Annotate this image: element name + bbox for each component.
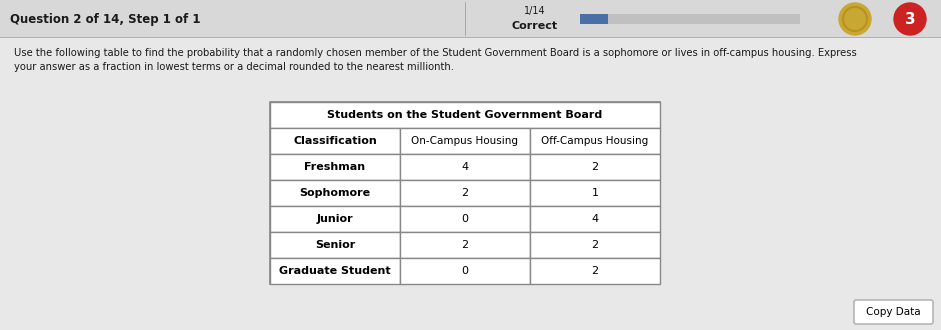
Bar <box>270 258 400 284</box>
Bar <box>270 102 660 128</box>
Text: 4: 4 <box>461 162 469 172</box>
Bar <box>530 128 660 154</box>
Text: 2: 2 <box>592 266 598 276</box>
Text: 4: 4 <box>592 214 598 224</box>
Bar <box>0 37 941 38</box>
Bar <box>400 128 530 154</box>
Text: 3: 3 <box>904 12 916 26</box>
Bar <box>0 38 941 330</box>
Text: 2: 2 <box>461 240 469 250</box>
Bar <box>400 180 530 206</box>
Text: Graduate Student: Graduate Student <box>279 266 391 276</box>
Bar <box>400 154 530 180</box>
Text: 2: 2 <box>592 240 598 250</box>
Bar <box>530 232 660 258</box>
Bar <box>270 206 400 232</box>
Bar <box>530 154 660 180</box>
Text: 2: 2 <box>592 162 598 172</box>
Text: On-Campus Housing: On-Campus Housing <box>411 136 518 146</box>
Bar <box>530 206 660 232</box>
Bar <box>0 0 941 38</box>
Text: 1/14: 1/14 <box>524 6 546 16</box>
Text: Junior: Junior <box>317 214 353 224</box>
Text: Correct: Correct <box>512 21 558 31</box>
Bar <box>0 38 941 330</box>
FancyBboxPatch shape <box>854 300 933 324</box>
Bar <box>270 232 400 258</box>
Text: 1: 1 <box>592 188 598 198</box>
Text: 2: 2 <box>461 188 469 198</box>
Text: Sophomore: Sophomore <box>299 188 371 198</box>
Bar <box>270 102 660 284</box>
Text: Off-Campus Housing: Off-Campus Housing <box>541 136 648 146</box>
Text: Students on the Student Government Board: Students on the Student Government Board <box>327 110 602 120</box>
Text: Senior: Senior <box>315 240 355 250</box>
Text: your answer as a fraction in lowest terms or a decimal rounded to the nearest mi: your answer as a fraction in lowest term… <box>14 62 454 72</box>
Bar <box>270 180 400 206</box>
Bar <box>400 206 530 232</box>
Text: Classification: Classification <box>294 136 377 146</box>
Text: 0: 0 <box>461 214 469 224</box>
Text: Freshman: Freshman <box>305 162 365 172</box>
Bar <box>400 258 530 284</box>
Bar <box>270 128 400 154</box>
Circle shape <box>894 3 926 35</box>
Text: 0: 0 <box>461 266 469 276</box>
Bar <box>580 14 608 24</box>
Bar <box>400 232 530 258</box>
Circle shape <box>839 3 871 35</box>
Bar <box>270 154 400 180</box>
Text: Question 2 of 14, Step 1 of 1: Question 2 of 14, Step 1 of 1 <box>10 13 200 25</box>
Bar <box>530 258 660 284</box>
Text: Use the following table to find the probability that a randomly chosen member of: Use the following table to find the prob… <box>14 48 856 58</box>
Bar <box>530 180 660 206</box>
Bar <box>465 2 466 36</box>
Bar <box>580 14 800 24</box>
Text: Copy Data: Copy Data <box>866 307 921 317</box>
